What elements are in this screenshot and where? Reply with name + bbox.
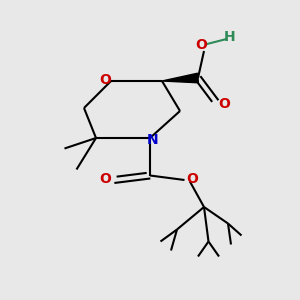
- Text: O: O: [218, 97, 230, 110]
- Text: O: O: [100, 172, 112, 186]
- Text: H: H: [224, 30, 235, 44]
- Text: O: O: [186, 172, 198, 186]
- Polygon shape: [162, 73, 198, 83]
- Text: O: O: [100, 73, 112, 86]
- Text: O: O: [195, 38, 207, 52]
- Text: N: N: [147, 133, 159, 146]
